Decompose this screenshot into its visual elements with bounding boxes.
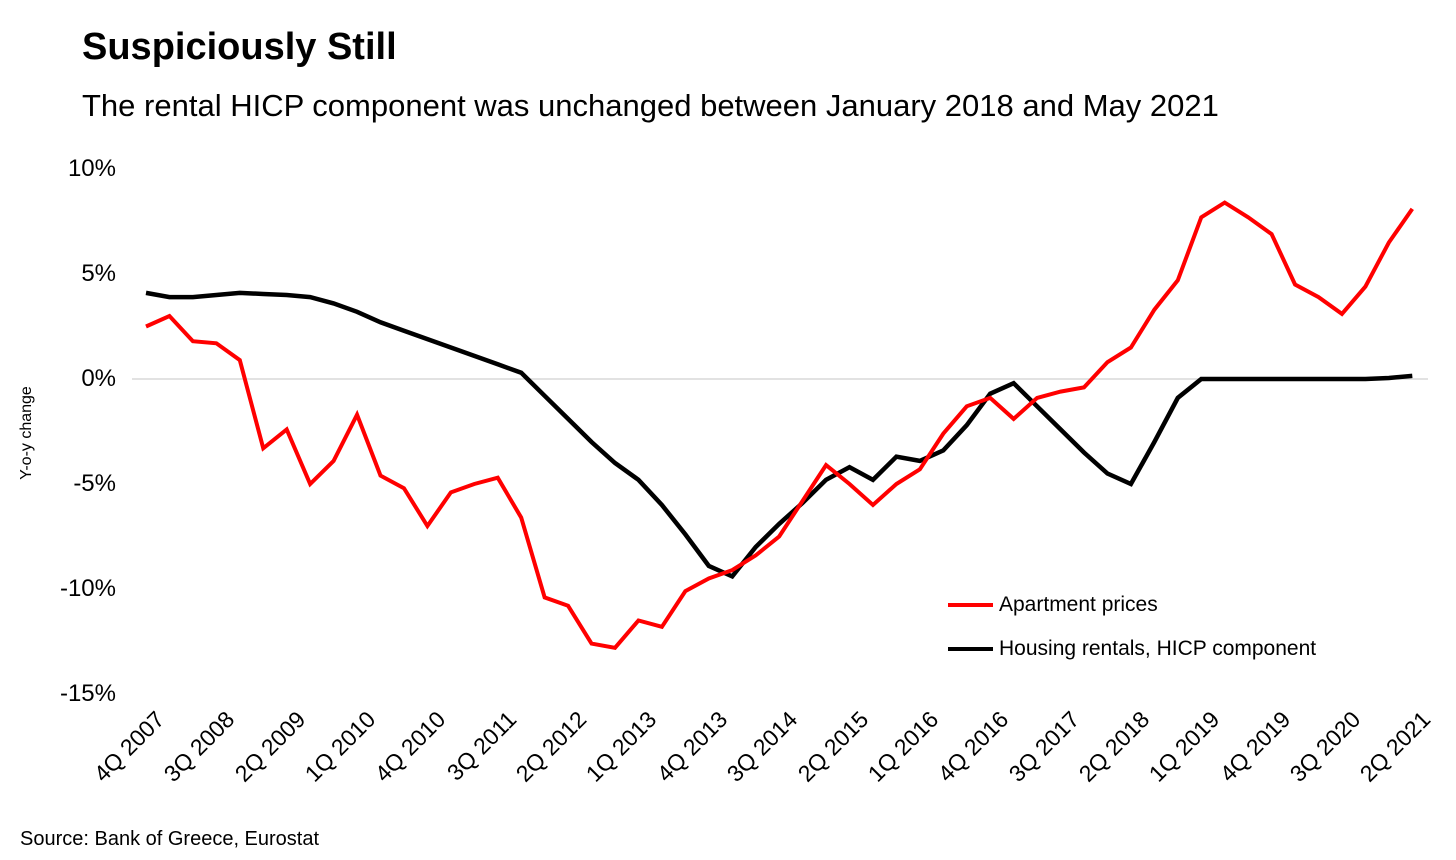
legend-swatch-housing-rentals-hicp-component (948, 646, 993, 652)
legend-item: Housing rentals, HICP component (948, 634, 1316, 664)
legend-label: Housing rentals, HICP component (999, 637, 1317, 660)
y-tick-label: 0% (81, 365, 116, 392)
page-title: Suspiciously Still (82, 26, 397, 68)
y-tick-label: 10% (67, 155, 116, 182)
y-tick-label: -10% (59, 575, 116, 602)
y-tick-label: -5% (73, 470, 116, 497)
legend-swatch-apartment-prices (948, 603, 993, 607)
series-line-housing-rentals-hicp-component (145, 290, 1413, 580)
source-note: Source: Bank of Greece, Eurostat (20, 828, 320, 850)
series-line-apartment-prices (145, 200, 1414, 650)
legend-label: Apartment prices (999, 593, 1158, 616)
page-subtitle: The rental HICP component was unchanged … (82, 88, 1219, 123)
legend-item: Apartment prices (948, 590, 1316, 620)
chart-legend: Apartment prices Housing rentals, HICP co… (948, 590, 1316, 664)
y-tick-label: -15% (59, 680, 116, 707)
y-tick-label: 5% (81, 260, 116, 287)
